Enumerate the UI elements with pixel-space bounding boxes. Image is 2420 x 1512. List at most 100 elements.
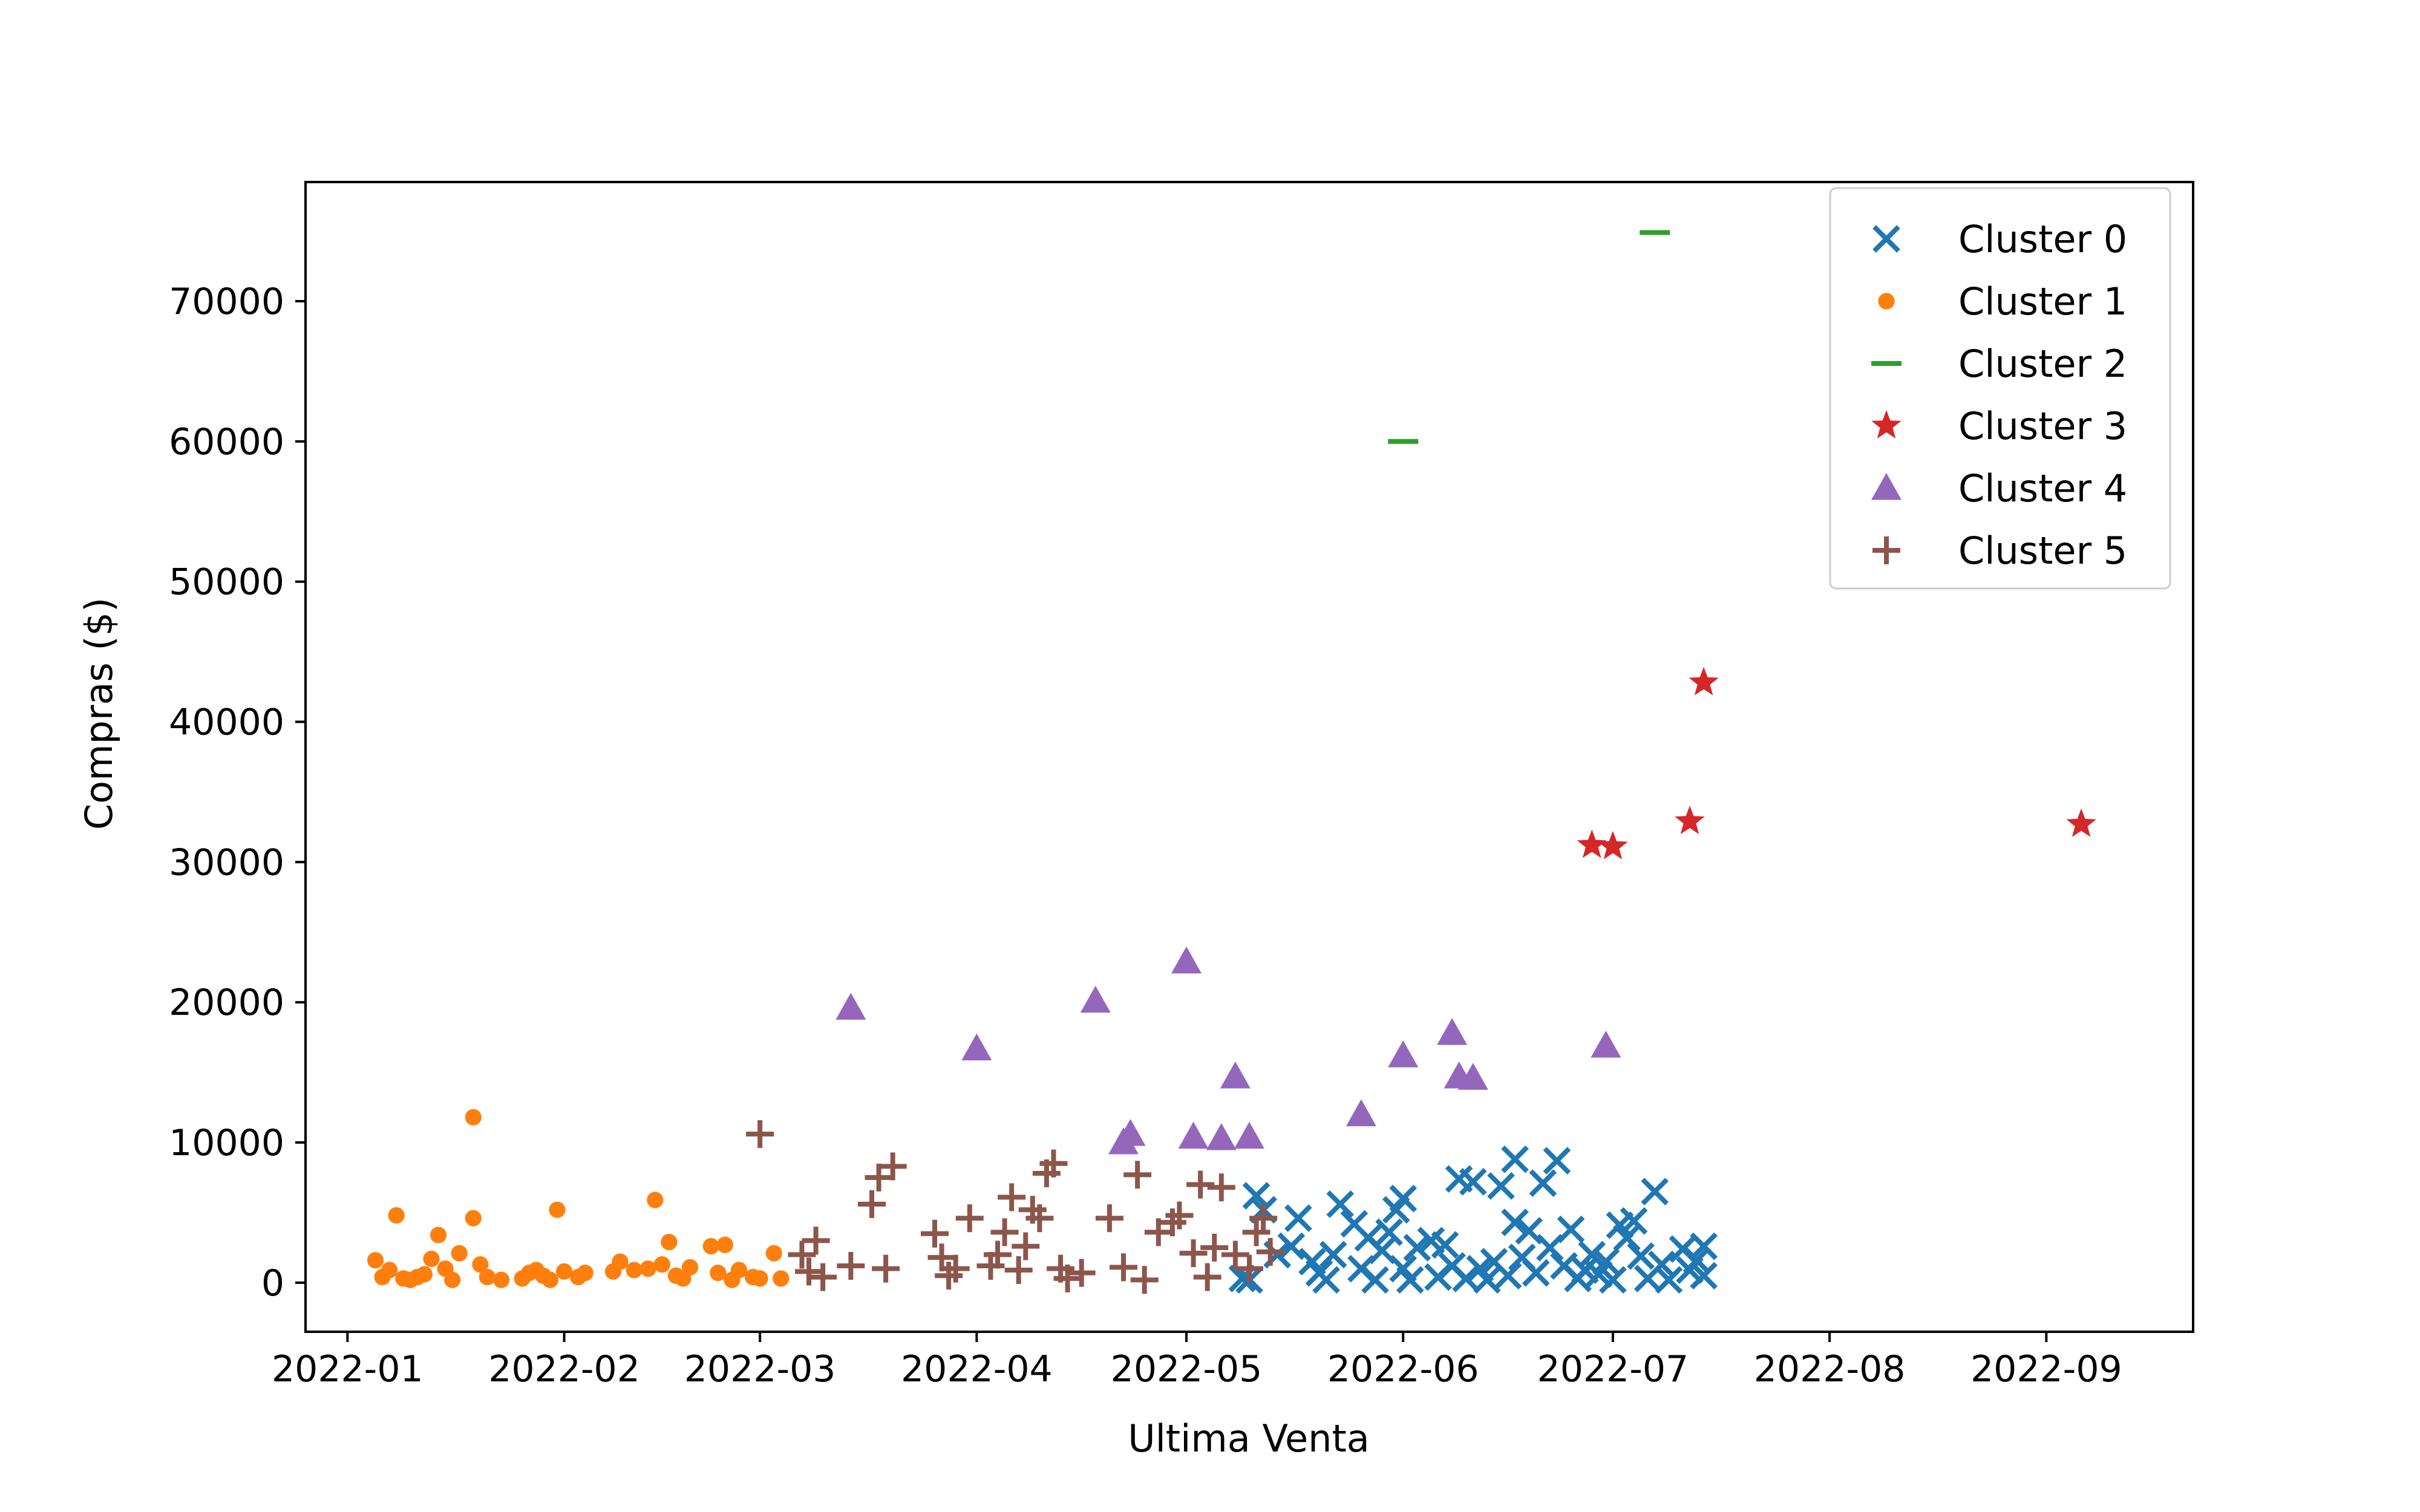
legend-item: Cluster 1	[1878, 279, 2127, 324]
data-point	[788, 1240, 816, 1269]
data-point	[430, 1227, 447, 1243]
data-point	[465, 1210, 482, 1227]
y-tick-label: 10000	[169, 1122, 284, 1164]
data-point	[1346, 1099, 1376, 1127]
data-point	[465, 1109, 482, 1126]
y-tick-label: 30000	[169, 841, 284, 884]
data-point	[1326, 1190, 1355, 1218]
series-cluster-5	[746, 1120, 1284, 1294]
data-point	[1144, 1218, 1172, 1246]
data-point	[2066, 808, 2096, 837]
data-point	[858, 1190, 886, 1219]
data-point	[865, 1163, 893, 1191]
legend-marker	[1872, 536, 1900, 564]
data-point	[802, 1227, 830, 1255]
data-point	[1080, 985, 1111, 1013]
legend-label: Cluster 1	[1958, 279, 2127, 324]
data-point	[961, 1033, 992, 1061]
data-point	[984, 1240, 1012, 1269]
data-point	[577, 1265, 594, 1282]
data-point	[1690, 1262, 1718, 1290]
x-axis-ticks: 2022-01 2022-02 2022-03 2022-04 2022-05 2022-…	[272, 1332, 2122, 1390]
data-point	[1457, 1063, 1488, 1090]
legend-label: Cluster 3	[1958, 404, 2127, 448]
data-point	[773, 1270, 790, 1287]
legend-frame	[1829, 187, 2171, 590]
data-point	[1220, 1061, 1251, 1089]
data-point	[1256, 1237, 1284, 1266]
data-point	[1067, 1259, 1096, 1287]
data-point	[1459, 1168, 1487, 1196]
data-point	[1501, 1208, 1529, 1236]
data-point	[1242, 1182, 1270, 1210]
data-point	[416, 1266, 433, 1283]
data-point	[1165, 1201, 1194, 1230]
data-point	[1178, 1121, 1209, 1149]
data-point	[1388, 1040, 1419, 1067]
data-point	[647, 1191, 664, 1208]
legend-item: Cluster 4	[1871, 466, 2127, 510]
legend-marker	[1871, 410, 1902, 438]
data-point	[1312, 1266, 1340, 1294]
data-point	[1249, 1204, 1278, 1233]
data-point	[1242, 1218, 1270, 1246]
data-point	[1452, 1265, 1480, 1292]
legend-label: Cluster 4	[1958, 466, 2127, 510]
data-point	[1577, 829, 1607, 858]
data-point	[381, 1262, 398, 1279]
data-point	[765, 1245, 782, 1262]
data-point	[710, 1265, 727, 1282]
data-point	[541, 1271, 559, 1288]
y-tick-label: 50000	[169, 561, 284, 604]
data-point	[998, 1183, 1026, 1211]
data-point	[795, 1257, 823, 1286]
data-point	[746, 1120, 774, 1149]
data-point	[1123, 1161, 1152, 1189]
legend-label: Cluster 5	[1958, 529, 2127, 573]
data-point	[1522, 1259, 1550, 1287]
data-point	[1501, 1145, 1529, 1173]
legend-label: Cluster 0	[1958, 217, 2127, 261]
x-axis-label: Ultima Venta	[1128, 1416, 1370, 1461]
data-point	[941, 1254, 970, 1283]
data-point	[1284, 1204, 1312, 1233]
data-point	[1655, 1266, 1683, 1294]
data-point	[1025, 1204, 1054, 1233]
x-tick-label: 2022-09	[1970, 1348, 2122, 1390]
data-point	[1200, 1233, 1229, 1262]
x-tick-label: 2022-02	[488, 1348, 640, 1390]
data-point	[1193, 1263, 1221, 1291]
data-point	[836, 992, 866, 1020]
data-point	[955, 1204, 984, 1233]
data-point	[626, 1262, 643, 1279]
legend-marker	[1878, 293, 1895, 310]
data-point	[1053, 1264, 1082, 1292]
series-cluster-0	[1228, 1145, 1718, 1294]
data-point	[549, 1201, 566, 1218]
data-point	[555, 1263, 573, 1280]
data-point	[927, 1243, 956, 1272]
series-cluster-1	[367, 1109, 790, 1288]
data-point	[1647, 1250, 1676, 1279]
data-point	[1557, 1215, 1585, 1243]
data-point	[837, 1252, 865, 1280]
data-point	[921, 1219, 949, 1248]
data-points	[367, 230, 2096, 1294]
legend-marker	[1872, 225, 1900, 253]
y-tick-label: 20000	[169, 982, 284, 1024]
plot-frame	[304, 181, 2194, 1333]
data-point	[1375, 1218, 1403, 1246]
data-point	[1039, 1149, 1068, 1178]
data-point	[1235, 1254, 1263, 1283]
data-point	[1234, 1121, 1264, 1149]
y-tick-label: 40000	[169, 702, 284, 744]
data-point	[1004, 1256, 1033, 1284]
data-point	[1494, 1262, 1522, 1290]
data-point	[1115, 1119, 1146, 1146]
data-point	[1641, 1178, 1669, 1205]
data-point	[1277, 1232, 1306, 1260]
data-point	[1179, 1239, 1208, 1268]
data-point	[1473, 1266, 1501, 1294]
data-point	[423, 1250, 440, 1268]
